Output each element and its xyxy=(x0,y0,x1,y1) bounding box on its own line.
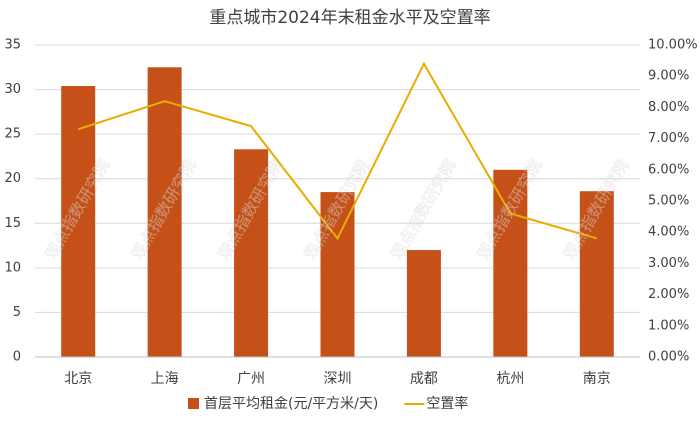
y-tick-label: 25 xyxy=(4,127,21,142)
y2-tick-label: 2.00% xyxy=(648,287,689,302)
bar xyxy=(320,192,355,357)
bar xyxy=(147,67,182,358)
y2-tick-label: 5.00% xyxy=(648,194,689,209)
y2-tick-label: 1.00% xyxy=(648,318,689,333)
bar xyxy=(61,86,96,358)
x-tick-label: 北京 xyxy=(64,371,92,387)
y-tick-label: 10 xyxy=(4,260,21,275)
x-tick-label: 深圳 xyxy=(324,371,352,387)
x-tick-label: 广州 xyxy=(237,371,265,387)
y-tick-label: 35 xyxy=(4,38,21,53)
y2-tick-label: 6.00% xyxy=(648,162,689,177)
y-tick-label: 5 xyxy=(13,305,21,320)
bar xyxy=(579,191,614,357)
x-tick-label: 杭州 xyxy=(496,371,524,387)
x-tick-label: 上海 xyxy=(151,371,179,387)
y-tick-label: 30 xyxy=(4,82,21,97)
line xyxy=(77,61,598,241)
bar xyxy=(406,250,441,357)
chart-title: 重点城市2024年末租金水平及空置率 xyxy=(209,8,490,28)
bar xyxy=(234,149,269,357)
y-tick-label: 0 xyxy=(13,350,21,365)
y-tick-label: 20 xyxy=(4,171,21,186)
watermark: 观点指数研究院 xyxy=(387,156,459,263)
legend-label: 首层平均租金(元/平方米/天) xyxy=(204,396,378,412)
legend-swatch xyxy=(188,398,199,409)
y2-tick-label: 0.00% xyxy=(648,350,689,365)
y2-tick-label: 7.00% xyxy=(648,131,689,146)
y-tick-label: 15 xyxy=(4,216,21,231)
y2-tick-label: 8.00% xyxy=(648,100,689,115)
bar xyxy=(493,169,528,357)
legend-label: 空置率 xyxy=(426,395,468,412)
y2-tick-label: 3.00% xyxy=(648,256,689,271)
y2-tick-label: 9.00% xyxy=(648,69,689,84)
x-tick-label: 南京 xyxy=(583,371,611,387)
y2-tick-label: 10.00% xyxy=(648,38,698,53)
x-tick-label: 成都 xyxy=(410,371,438,387)
y2-tick-label: 4.00% xyxy=(648,225,689,240)
